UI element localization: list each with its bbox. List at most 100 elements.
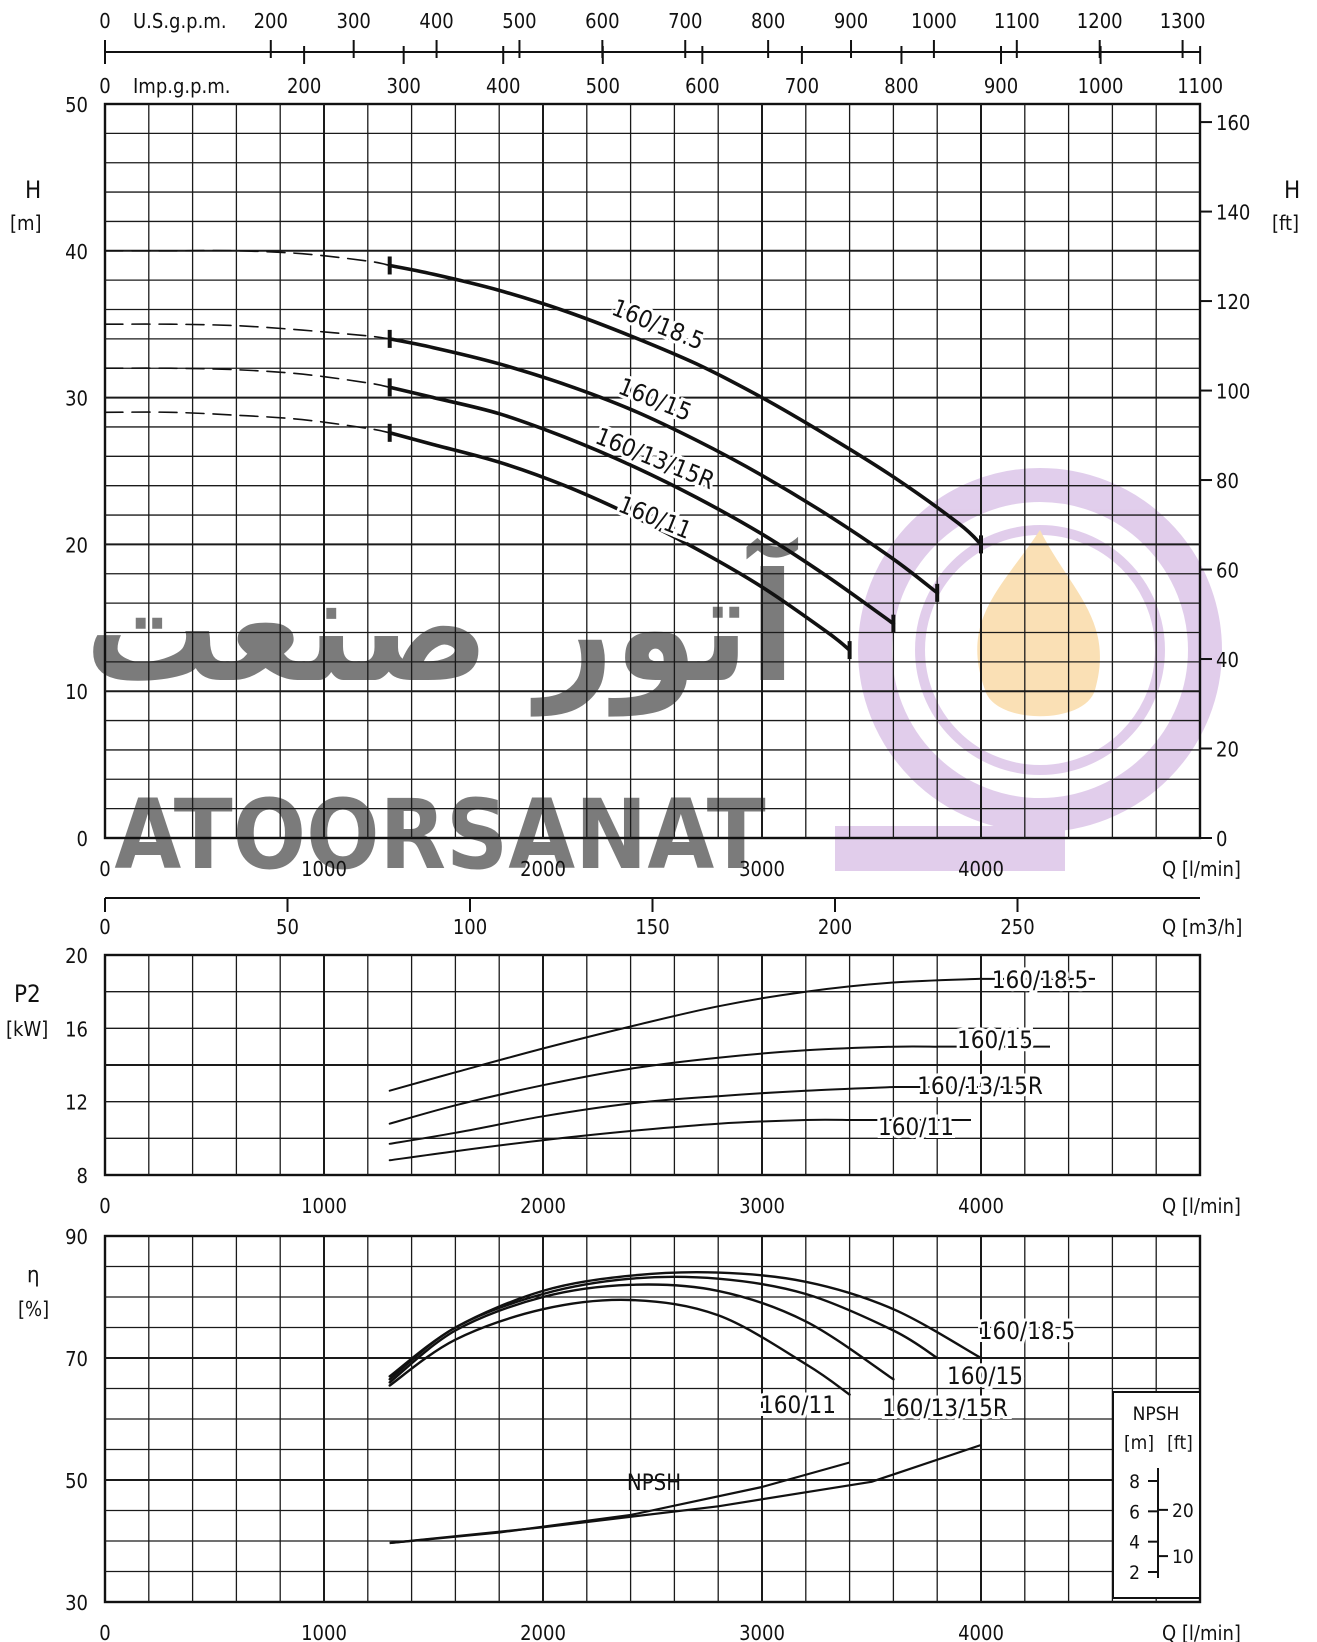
npsh-box-unit-ft: [ft] [1167, 1432, 1193, 1454]
efficiency-series-label: 160/11 [760, 1391, 836, 1419]
efficiency-x-tick-label: 2000 [520, 1621, 566, 1642]
usgpm-tick-label: 300 [337, 9, 371, 33]
plot-frame [103, 102, 1202, 840]
power-grid [103, 953, 1202, 1177]
head-x-label: Q [l/min] [1162, 857, 1241, 881]
npsh-ft-tick-label: 20 [1172, 1500, 1194, 1522]
efficiency-curve [388, 1298, 851, 1396]
watermark-bar [835, 826, 1065, 871]
power-curve [388, 1045, 939, 1125]
head-grid [103, 102, 1202, 840]
head-curve-dashed [104, 249, 391, 267]
head-curve [387, 431, 852, 652]
npsh-m-tick-label: 8 [1129, 1471, 1140, 1493]
efficiency-chart: 160/18.5 160/15 160/13/15R 160/11 30 50 70 90 0… [18, 1225, 1241, 1642]
top-flow-axes: U.S.g.p.m. 0 200 300 400 500 600 700 800 900 1000… [99, 9, 1223, 98]
head-curve-dashed [104, 411, 391, 434]
power-series-label: 160/15 [957, 1026, 1033, 1054]
head-curve [387, 337, 939, 595]
usgpm-tick-label: 0 [99, 9, 110, 33]
head-y-tick-label: 0 [77, 827, 88, 851]
watermark-flame-icon [977, 530, 1100, 717]
usgpm-axis-label: U.S.g.p.m. [133, 9, 227, 33]
head-y2-tick-label: 140 [1216, 201, 1250, 225]
efficiency-y-tick-label: 90 [65, 1225, 88, 1249]
npsh-curve [389, 1461, 850, 1545]
head-curve-dashed [104, 323, 391, 340]
efficiency-y-unit: [%] [18, 1297, 49, 1321]
impgpm-tick-label: 300 [387, 74, 421, 98]
npsh-m-tick-label: 6 [1129, 1501, 1140, 1523]
head-curve [387, 385, 896, 626]
efficiency-x-tick-label: 3000 [739, 1621, 785, 1642]
head-x-tick-label: 0 [99, 857, 110, 881]
impgpm-tick-label: 500 [586, 74, 620, 98]
efficiency-x-tick-label: 0 [99, 1621, 110, 1642]
usgpm-tick-label: 1000 [911, 9, 957, 33]
efficiency-curve [388, 1275, 939, 1381]
watermark: آتور صنعت ATOORSANAT [85, 468, 1222, 891]
efficiency-x-label: Q [l/min] [1162, 1621, 1241, 1642]
m3h-axis-label: Q [m3/h] [1162, 915, 1242, 939]
head-y2-tick-label: 40 [1216, 648, 1239, 672]
head-y2-unit: [ft] [1272, 211, 1299, 235]
power-y-tick-label: 12 [65, 1091, 88, 1115]
impgpm-axis-label: Imp.g.p.m. [133, 74, 231, 98]
npsh-box-frame [1112, 1391, 1201, 1599]
power-x-tick-label: 3000 [739, 1194, 785, 1218]
head-series-label: 160/13/15R [591, 422, 718, 495]
m3h-tick-label: 250 [1000, 915, 1034, 939]
impgpm-tick-label: 1100 [1177, 74, 1223, 98]
npsh-scale-box: NPSH [m] [ft] 2 4 6 8 10 20 [1112, 1391, 1201, 1599]
usgpm-tick-label: 1200 [1077, 9, 1123, 33]
head-y2-tick-label: 0 [1216, 827, 1227, 851]
m3h-tick-label: 100 [453, 915, 487, 939]
head-y-unit: [m] [10, 211, 42, 235]
watermark-text-fa: آتور صنعت [85, 537, 799, 717]
head-y-tick-label: 10 [65, 680, 88, 704]
usgpm-tick-label: 600 [585, 9, 619, 33]
usgpm-tick-label: 700 [668, 9, 702, 33]
efficiency-series-label: 160/13/15R [882, 1394, 1008, 1422]
head-y-tick-label: 50 [65, 93, 88, 117]
power-chart: 160/18.5 160/15 160/13/15R 160/11 8 12 16 20 0 1… [6, 944, 1241, 1218]
impgpm-tick-label: 800 [884, 74, 918, 98]
watermark-gear-ring [858, 468, 1222, 832]
efficiency-tick-labels: 30 50 70 90 0 1000 2000 3000 4000 [65, 1225, 1004, 1642]
power-x-tick-label: 1000 [301, 1194, 347, 1218]
usgpm-tick-label: 200 [254, 9, 288, 33]
npsh-ft-tick-label: 10 [1172, 1546, 1194, 1568]
efficiency-curve [388, 1271, 983, 1378]
efficiency-x-tick-label: 1000 [301, 1621, 347, 1642]
head-y2-tick-label: 160 [1216, 111, 1250, 135]
m3h-tick-label: 0 [99, 915, 110, 939]
head-y-label: H [25, 176, 41, 204]
npsh-curve-label: NPSH [627, 1471, 681, 1496]
head-y-tick-label: 40 [65, 240, 88, 264]
power-y-label: P2 [14, 980, 41, 1008]
head-y2-tick-label: 20 [1216, 738, 1239, 762]
power-series-label: 160/11 [878, 1113, 954, 1141]
power-series-label: 160/18.5 [992, 966, 1089, 994]
head-series-label: 160/11 [615, 490, 696, 544]
m3h-tick-label: 150 [635, 915, 669, 939]
efficiency-series-label: 160/18.5 [979, 1317, 1076, 1345]
head-y2-tick-label: 120 [1216, 290, 1250, 314]
head-x-tick-label: 1000 [301, 857, 347, 881]
impgpm-tick-label: 900 [984, 74, 1018, 98]
power-x-tick-label: 2000 [520, 1194, 566, 1218]
efficiency-grid [103, 1234, 1202, 1604]
npsh-m-tick-label: 2 [1129, 1562, 1140, 1584]
head-y-tick-label: 20 [65, 533, 88, 557]
npsh-box-unit-m: [m] [1124, 1432, 1154, 1454]
usgpm-tick-label: 500 [502, 9, 536, 33]
power-tick-labels: 8 12 16 20 0 1000 2000 3000 4000 [65, 944, 1004, 1218]
head-tick-labels: 0 10 20 30 40 50 0 20 40 60 80 100 120 140 160 0 1000 200… [65, 93, 1250, 881]
usgpm-tick-label: 800 [751, 9, 785, 33]
power-x-label: Q [l/min] [1162, 1194, 1241, 1218]
npsh-m-tick-label: 4 [1129, 1532, 1140, 1554]
power-y-tick-label: 16 [65, 1017, 88, 1041]
impgpm-tick-label: 0 [99, 74, 110, 98]
power-series-label: 160/13/15R [917, 1072, 1043, 1100]
efficiency-y-label: η [27, 1263, 40, 1288]
